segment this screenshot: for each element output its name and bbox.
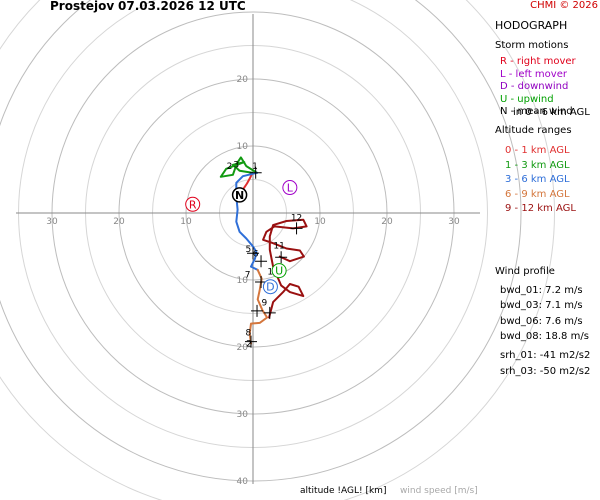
h-tick-label-5: 30 [448, 217, 460, 227]
altitude-axis-label: altitude !AGL! [km] [300, 486, 387, 496]
wind-speed-label: wind speed [m/s] [400, 486, 478, 496]
height-cross-7 [290, 222, 303, 235]
ring-label-down-30: 30 [237, 410, 249, 420]
height-label-2: 2 [227, 162, 233, 172]
height-cross-2 [255, 255, 268, 268]
storm-motion-item-0: R - right mover [500, 56, 576, 67]
altitude-range-item-2: 3 - 6 km AGL [505, 174, 570, 186]
storm-marker-R: R [189, 198, 197, 211]
altitude-range-item-3: 6 - 9 km AGL [505, 188, 570, 200]
h-tick-label-2: 10 [180, 217, 192, 227]
ring-label-down-10: 10 [237, 276, 249, 286]
height-label-10: 12 [291, 213, 302, 223]
height-label-3: 3 [233, 160, 239, 170]
wind-profile-item-2: bwd_06: 7.6 m/s [500, 315, 583, 327]
wind-profile-heading: Wind profile [495, 266, 555, 277]
srh-item-0: srh_01: -41 m2/s2 [500, 350, 591, 361]
trace-4 [262, 218, 308, 319]
altitude-ranges-heading: Altitude ranges [495, 125, 572, 136]
height-cross-4 [263, 306, 276, 319]
h-tick-label-1: 20 [113, 217, 125, 227]
storm-marker-D: D [266, 281, 274, 294]
storm-motion-item-3: U - upwind [500, 93, 554, 105]
height-markers [244, 166, 303, 348]
storm-marker-N: N [235, 189, 244, 202]
storm-marker-circle-N [231, 187, 248, 203]
h-tick-label-4: 20 [381, 217, 393, 227]
trace-1 [219, 156, 258, 178]
storm-marker-circle-D [262, 279, 278, 295]
datetime: 07.03.2026 12 UTC [118, 0, 246, 13]
storm-motions-heading: Storm motions [495, 40, 569, 51]
storm-marker-circle-L [282, 180, 298, 196]
storm-marker-L: L [287, 182, 294, 195]
speed-ring-45 [0, 0, 555, 500]
height-label-11: 8 [245, 329, 251, 339]
copyright: CHMI © 2026 [530, 0, 598, 11]
height-label-9: 11 [273, 242, 284, 252]
mean-wind-note: in 0 - 6 km AGL [513, 107, 590, 118]
storm-motion-item-4: N - mean wind [500, 106, 573, 117]
srh-item-1: srh_03: -50 m2/s2 [500, 365, 591, 377]
height-label-6: 7 [245, 270, 251, 280]
speed-ring-40 [0, 0, 522, 482]
tick-labels: 30 20 10 10 20 30 10 20 10 20 30 40 [46, 75, 460, 487]
ring-label-down-40: 40 [237, 477, 249, 487]
storm-motion-markers: R L DU N [185, 180, 298, 295]
storm-motion-item-2: D - downwind [500, 81, 569, 92]
altitude-range-item-0: 0 - 1 km AGL [505, 145, 570, 156]
ring-label-up-10: 10 [237, 142, 249, 152]
storm-marker-circle-U [271, 263, 287, 279]
height-label-12: 2 [246, 339, 252, 349]
panel-title: HODOGRAPH [495, 19, 568, 32]
ring-label-down-20: 20 [237, 343, 249, 353]
altitude-range-item-1: 1 - 3 km AGL [505, 159, 570, 171]
storm-marker-U: U [275, 265, 283, 278]
height-label-4: 5 [245, 245, 251, 255]
altitude-range-item-4: 9 - 12 km AGL [505, 203, 576, 215]
height-cross-0 [249, 166, 262, 179]
height-label-7: 9 [262, 298, 268, 308]
trace-2 [235, 171, 259, 271]
ring-label-up-20: 20 [237, 75, 249, 85]
height-label-1: 1 [252, 162, 258, 172]
height-label-5: 6 [253, 250, 259, 260]
storm-motion-item-1: L - left mover [500, 68, 567, 80]
h-tick-label-3: 10 [314, 217, 326, 227]
wind-profile-item-0: bwd_01: 7.2 m/s [500, 285, 583, 296]
height-cross-1 [247, 247, 259, 260]
wind-profile-item-1: bwd_03: 7.1 m/s [500, 300, 583, 312]
wind-profile-item-3: bwd_08: 18.8 m/s [500, 330, 589, 342]
station-name: Prostejov [50, 0, 115, 13]
storm-marker-circle-R [185, 196, 201, 212]
height-cross-6 [275, 251, 288, 264]
height-cross-5 [244, 335, 257, 348]
h-tick-label-0: 30 [46, 217, 58, 227]
height-cross-8 [251, 304, 264, 317]
